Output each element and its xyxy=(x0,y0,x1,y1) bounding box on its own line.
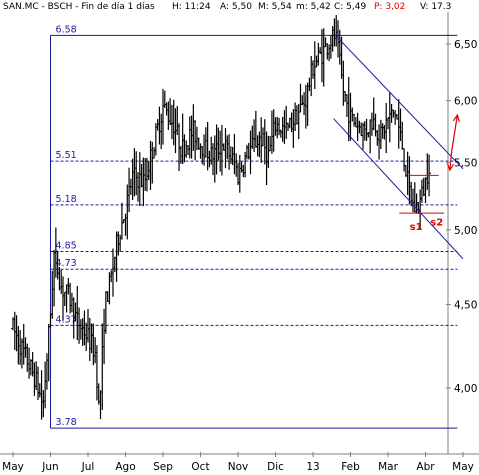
fib-level-label: 6.58 xyxy=(56,24,77,35)
channel-lower-line xyxy=(333,118,464,260)
y-tick-label: 5,50 xyxy=(454,157,477,169)
x-tick-label: Dic xyxy=(267,461,284,473)
x-tick-label: Oct xyxy=(191,461,209,473)
fib-level-label: 5.51 xyxy=(56,150,77,161)
header-m-max: M: 5,54 xyxy=(258,2,292,12)
x-tick-label: Ago xyxy=(115,461,135,473)
x-tick-label: 13 xyxy=(306,461,319,473)
fib-level-label: 4.85 xyxy=(56,240,77,251)
arrow-shaft xyxy=(449,150,453,171)
x-tick-label: May xyxy=(452,461,474,473)
fib-level-label: 3.78 xyxy=(56,417,77,428)
x-tick-label: May xyxy=(2,461,24,473)
x-tick-label: Feb xyxy=(341,461,360,473)
drawing-tools: s1 s2 xyxy=(333,34,464,260)
y-tick-label: 6,00 xyxy=(454,96,477,108)
arrow-head xyxy=(452,113,460,122)
fibonacci-levels: 6.58 5.51 5.18 4.85 4.73 4.37 3.78 xyxy=(50,24,458,429)
price-bars xyxy=(11,15,432,420)
y-tick-label: 4,50 xyxy=(454,300,477,312)
x-tick-label: Nov xyxy=(228,461,249,473)
header-m-min: m: 5,42 xyxy=(296,2,331,12)
x-tick-label: Mar xyxy=(378,461,398,473)
x-axis-ticks: May Jun Jul Ago Sep Oct Nov Dic 13 Feb Mar Abr May xyxy=(2,452,474,473)
y-axis-ticks: 6,50 6,00 5,50 5,00 4,50 4,00 xyxy=(446,39,477,395)
annotation-label: s2 xyxy=(430,218,443,229)
annotation-label: s1 xyxy=(410,222,423,233)
x-tick-label: Sep xyxy=(153,461,173,473)
y-tick-label: 4,00 xyxy=(454,383,477,395)
fib-level-label: 4.37 xyxy=(56,314,77,325)
x-tick-label: Jul xyxy=(81,461,95,473)
fib-level-label: 4.73 xyxy=(56,258,77,269)
header-c: C: 5,49 xyxy=(334,2,366,12)
header-h: H: 11:24 xyxy=(172,2,211,12)
header-a: A: 5,50 xyxy=(220,2,252,12)
x-tick-label: Jun xyxy=(41,461,58,473)
y-tick-label: 6,50 xyxy=(454,39,477,51)
y-tick-label: 5,00 xyxy=(454,225,477,237)
arrow-head xyxy=(446,163,455,172)
header-v: V: 17.3 xyxy=(420,2,451,12)
header-p: P: 3,02 xyxy=(374,2,405,12)
arrow-shaft xyxy=(451,114,458,151)
fib-level-label: 5.18 xyxy=(56,194,77,205)
header-symbol: SAN.MC - BSCH - Fin de día 1 días xyxy=(3,2,155,12)
channel-upper-line xyxy=(335,34,464,170)
x-tick-label: Abr xyxy=(416,461,435,473)
